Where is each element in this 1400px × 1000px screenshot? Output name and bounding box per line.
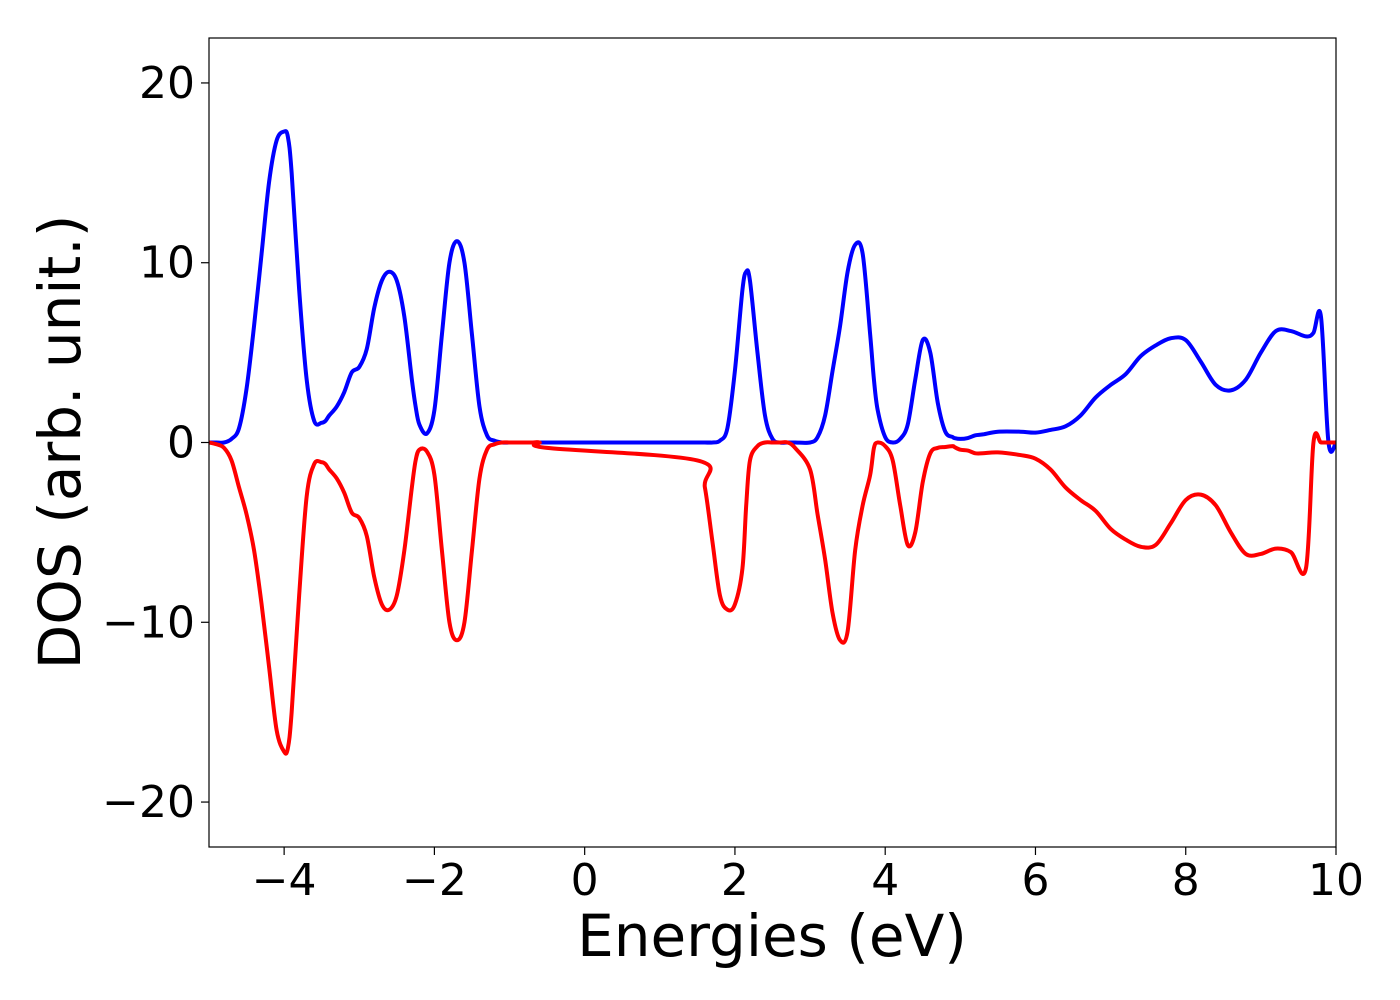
x-tick-label: 6 [1021,855,1049,906]
series-line-up [209,129,1336,454]
y-tick-label: −20 [102,777,195,828]
y-tick-label: −10 [102,597,195,648]
y-axis-label: DOS (arb. unit.) [26,215,94,670]
x-tick-label: 8 [1172,855,1200,906]
y-tick-label: 10 [139,238,195,289]
x-axis-label: Energies (eV) [577,902,967,970]
x-tick-label: −4 [252,855,317,906]
x-axis-ticks: −4 −2 0 2 4 6 8 10 [252,847,1364,906]
x-tick-label: 10 [1308,855,1364,906]
series-line-down [209,431,1336,756]
x-tick-label: −2 [402,855,467,906]
x-tick-label: 0 [571,855,599,906]
plot-area [209,129,1336,756]
y-tick-label: 20 [139,58,195,109]
x-tick-label: 2 [721,855,749,906]
plot-frame [208,37,1337,848]
y-tick-label: 0 [167,418,195,469]
y-axis-ticks: −20 −10 0 10 20 [102,58,209,828]
x-tick-label: 4 [871,855,899,906]
